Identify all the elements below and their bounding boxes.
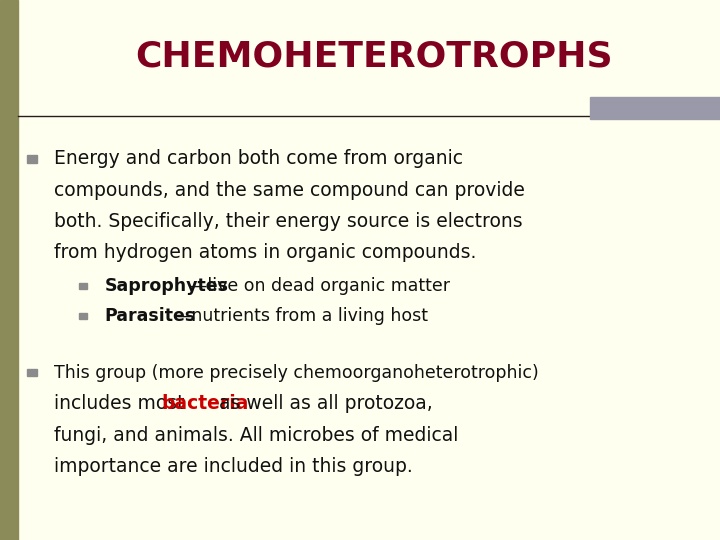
Bar	[590, 97, 720, 119]
Bar	[0, 0, 18, 540]
Text: importance are included in this group.: importance are included in this group.	[54, 457, 413, 476]
Text: —nutrients from a living host: —nutrients from a living host	[174, 307, 428, 325]
Text: both. Specifically, their energy source is electrons: both. Specifically, their energy source …	[54, 212, 523, 231]
Text: fungi, and animals. All microbes of medical: fungi, and animals. All microbes of medi…	[54, 426, 459, 445]
Bar	[79, 283, 87, 289]
Text: —live on dead organic matter: —live on dead organic matter	[190, 277, 450, 295]
Bar	[27, 369, 37, 376]
Bar	[79, 313, 87, 319]
Text: compounds, and the same compound can provide: compounds, and the same compound can pro…	[54, 180, 525, 200]
Text: This group (more precisely chemoorganoheterotrophic): This group (more precisely chemoorganohe…	[54, 363, 539, 382]
Text: bacteria: bacteria	[161, 394, 248, 414]
Text: Energy and carbon both come from organic: Energy and carbon both come from organic	[54, 149, 463, 168]
Text: as well as all protozoa,: as well as all protozoa,	[213, 394, 433, 414]
Bar	[27, 155, 37, 163]
Text: Parasites: Parasites	[104, 307, 196, 325]
Text: from hydrogen atoms in organic compounds.: from hydrogen atoms in organic compounds…	[54, 243, 477, 262]
Text: CHEMOHETEROTROPHS: CHEMOHETEROTROPHS	[135, 40, 613, 73]
Text: includes most: includes most	[54, 394, 191, 414]
Text: Saprophytes: Saprophytes	[104, 277, 228, 295]
